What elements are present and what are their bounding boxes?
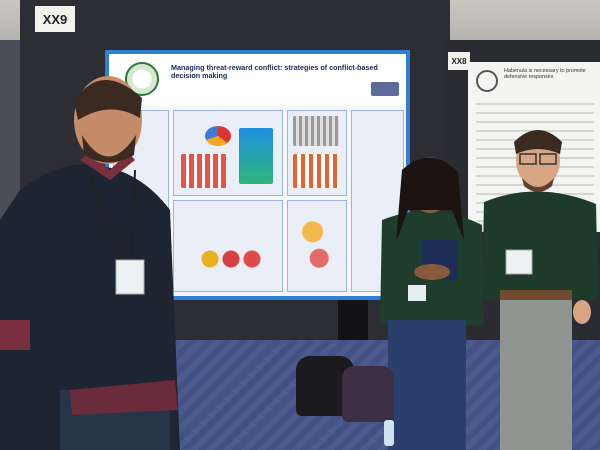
purple-bag [342,366,394,422]
university-logo-icon [476,70,498,92]
person-right [482,130,598,450]
booth-label-left: XX9 [35,6,75,32]
poster-title: Managing threat-reward conflict: strateg… [171,63,378,81]
poster-bar-chart-2 [293,154,339,188]
poster-bar-chart [181,154,227,188]
person-middle [380,157,484,450]
poster-panel-3 [173,200,283,292]
poster-pie-chart [205,126,231,146]
poster-map-figure [239,128,273,184]
person-left [0,76,180,450]
booth-label-right: XX8 [448,52,470,70]
poster-right-title: Habenula is necessary to promote defensi… [504,68,586,81]
poster-brain-figure [295,212,339,278]
poster-heatmap [293,116,339,146]
water-bottle [384,420,394,446]
poster-pie-row [201,250,261,268]
poster-header: Managing threat-reward conflict: strateg… [109,54,406,106]
shoes-behind-board [338,300,368,340]
poster-logo [371,82,399,96]
